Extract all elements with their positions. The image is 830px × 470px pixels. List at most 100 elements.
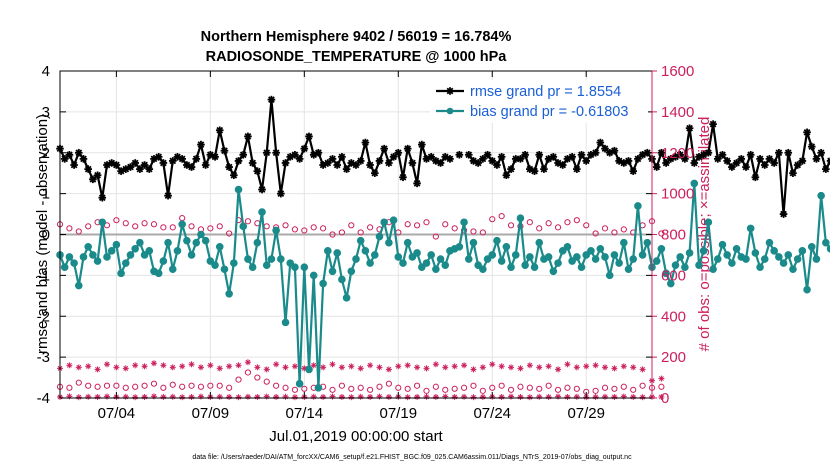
x-axis-label: Jul.01,2019 00:00:00 start — [269, 428, 443, 445]
obs-assimilated-marker — [216, 365, 223, 372]
obs-assimilated-marker — [263, 393, 270, 400]
star-stroke — [484, 151, 491, 159]
rmse-point — [530, 167, 539, 175]
bias-point — [112, 240, 121, 249]
asterisk-stroke — [405, 394, 411, 400]
obs-possible-marker — [132, 383, 139, 390]
star-stroke — [446, 155, 454, 163]
star-stroke — [268, 96, 275, 103]
star-stroke — [535, 151, 543, 159]
rmse-point — [403, 144, 412, 153]
asterisk-stroke — [179, 363, 185, 369]
obs-possible-marker — [85, 382, 92, 389]
asterisk-stroke — [198, 364, 204, 370]
asterisk-stroke — [264, 366, 270, 372]
star-stroke — [394, 149, 402, 157]
rmse-point — [342, 165, 351, 173]
obs-assimilated-marker — [376, 364, 383, 371]
rmse-point — [657, 148, 666, 157]
star-stroke — [174, 153, 181, 161]
obs-possible-marker — [160, 224, 167, 231]
obs-assimilated-marker — [85, 393, 92, 400]
asterisk-stroke — [536, 364, 542, 370]
rmse-point — [164, 191, 172, 200]
obs-assimilated-marker — [592, 393, 599, 400]
bias-point — [483, 255, 492, 263]
bias-point — [342, 294, 351, 302]
obs-possible-marker — [413, 382, 421, 389]
bias-point — [605, 271, 614, 280]
rmse-point — [775, 148, 783, 157]
star-stroke — [385, 159, 393, 167]
data-file-footer: data file: /Users/raeder/DAI/ATM_forcXX/… — [192, 454, 632, 461]
obs-possible-marker — [564, 219, 571, 226]
obs-possible-marker — [639, 382, 646, 389]
bias-point — [662, 269, 670, 278]
asterisk-stroke — [630, 364, 636, 370]
bias-point — [455, 242, 464, 251]
bias-point — [375, 232, 384, 241]
obs-possible-marker — [254, 374, 261, 381]
star-stroke — [559, 161, 567, 169]
bias-point — [681, 263, 689, 272]
obs-possible-marker — [366, 386, 374, 393]
x-tick-label: 07/04 — [98, 405, 136, 422]
obs-assimilated-marker — [639, 366, 646, 373]
bias-point — [620, 238, 628, 247]
star-stroke — [376, 157, 383, 165]
star-stroke — [596, 139, 604, 146]
obs-possible-marker — [630, 386, 637, 393]
star-stroke — [277, 190, 285, 197]
star-stroke — [380, 145, 388, 153]
rmse-point — [295, 155, 304, 163]
obs-assimilated-marker — [498, 393, 505, 400]
obs-assimilated-marker — [235, 394, 242, 401]
rmse-point — [154, 153, 163, 161]
obs-possible-marker — [291, 386, 299, 393]
rmse-point — [380, 144, 388, 153]
bias-point — [469, 238, 478, 247]
asterisk-stroke — [76, 364, 82, 370]
bias-point — [573, 253, 581, 261]
obs-possible-marker — [329, 231, 336, 238]
bias-point — [215, 242, 224, 251]
rmse-point — [248, 159, 257, 167]
obs-assimilated-marker — [573, 393, 580, 400]
star-stroke — [531, 167, 538, 175]
star-stroke — [258, 186, 266, 193]
rmse-point — [446, 155, 454, 163]
star-stroke — [263, 149, 271, 157]
bias-point — [300, 263, 309, 272]
rmse-point — [455, 150, 464, 159]
bias-point — [389, 216, 398, 224]
star-stroke — [827, 157, 830, 162]
asterisk-stroke — [405, 362, 411, 368]
obs-assimilated-marker — [273, 361, 280, 368]
bias-point — [671, 261, 680, 269]
y-axis-right-label: # of obs: o=possible; ×=assimilated — [696, 117, 713, 352]
bias-point — [366, 259, 374, 267]
asterisk-stroke — [583, 363, 589, 369]
obs-possible-marker — [197, 383, 205, 390]
bias-point — [305, 365, 313, 374]
obs-possible-marker — [489, 216, 496, 223]
obs-possible-marker — [658, 230, 665, 237]
star-stroke — [432, 157, 440, 165]
bias-point — [136, 238, 144, 247]
asterisk-stroke — [226, 363, 232, 369]
obs-assimilated-marker — [451, 363, 458, 370]
bias-point — [568, 257, 576, 265]
star-stroke — [282, 159, 289, 167]
rmse-point — [507, 165, 515, 173]
obs-assimilated-marker — [639, 394, 646, 401]
bias-point — [286, 259, 295, 267]
obs-possible-marker — [592, 387, 599, 394]
rmse-point — [220, 146, 229, 155]
star-stroke — [822, 165, 830, 173]
asterisk-stroke — [320, 364, 326, 370]
rmse-point — [728, 163, 736, 171]
obs-possible-marker — [583, 222, 590, 229]
star-stroke — [357, 157, 365, 165]
star-stroke — [540, 165, 548, 173]
